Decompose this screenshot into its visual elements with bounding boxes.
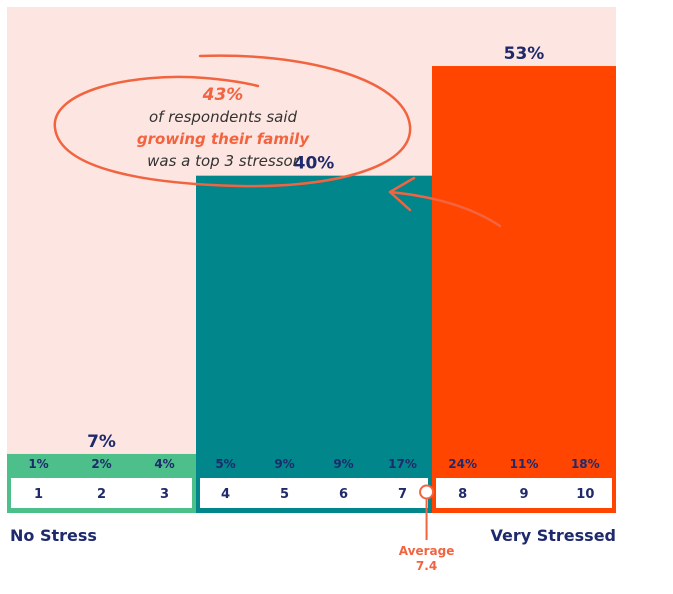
percent-label-8: 24% (448, 457, 477, 471)
group-label-very-stressed: 53% (504, 44, 545, 64)
percent-label-2: 2% (91, 457, 111, 471)
percent-label-4: 5% (215, 457, 235, 471)
scale-label-1: 1 (34, 487, 43, 502)
percent-label-6: 9% (333, 457, 353, 471)
group-bar-moderate (196, 175, 432, 513)
annotation-line-2: growing their family (137, 130, 310, 148)
percent-labels: 1% 2% 4% 5% 9% 9% 17% 24% 11% 18% (28, 457, 599, 471)
percent-label-10: 18% (571, 457, 600, 471)
scale-box-moderate (200, 478, 428, 508)
scale-box-no-stress (11, 478, 192, 508)
percent-label-9: 11% (510, 457, 539, 471)
annotation-ellipse (53, 54, 412, 188)
scale-label-2: 2 (97, 487, 106, 502)
annotation-arrowhead (388, 176, 416, 212)
annotation-highlight: 43% (202, 85, 244, 105)
annotation-arrow (388, 190, 502, 228)
group-label-moderate: 40% (294, 154, 335, 174)
average-value: 7.4 (416, 559, 437, 573)
scale-label-5: 5 (280, 487, 289, 502)
scale-label-9: 9 (519, 487, 528, 502)
annotation-line-3: was a top 3 stressor (147, 152, 300, 170)
average-marker-dot (419, 484, 435, 500)
percent-label-7: 17% (388, 457, 417, 471)
percent-label-5: 9% (274, 457, 294, 471)
scale-label-6: 6 (339, 487, 348, 502)
scale-label-4: 4 (221, 487, 230, 502)
scale-label-8: 8 (458, 487, 467, 502)
annotation-line-1: of respondents said (149, 108, 298, 126)
group-label-no-stress: 7% (87, 432, 116, 452)
average-label: Average (399, 544, 455, 558)
percent-label-3: 4% (154, 457, 174, 471)
scale-label-10: 10 (576, 487, 594, 502)
scale-box-very-stressed (436, 478, 612, 508)
scale-label-3: 3 (160, 487, 169, 502)
group-bar-very-stressed (432, 66, 616, 514)
percent-label-1: 1% (28, 457, 48, 471)
axis-left-label: No Stress (10, 526, 97, 545)
axis-right-label: Very Stressed (490, 526, 616, 545)
scale-label-7: 7 (398, 487, 407, 502)
scale-labels: 1 2 3 4 5 6 7 8 9 10 (34, 487, 594, 502)
